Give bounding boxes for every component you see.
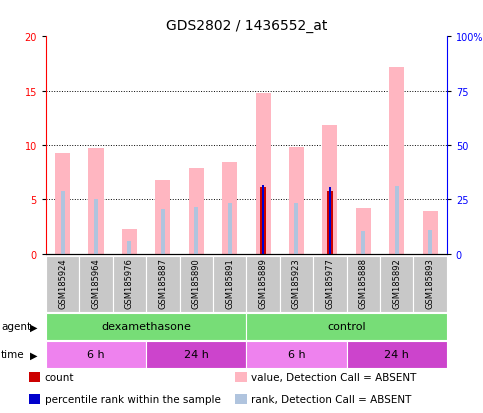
Bar	[180, 256, 213, 312]
Bar	[246, 313, 447, 340]
Bar	[389, 67, 404, 254]
Bar	[413, 256, 447, 312]
Text: GSM185890: GSM185890	[192, 258, 201, 309]
Bar	[289, 148, 304, 254]
Bar	[128, 241, 131, 254]
Text: GSM185889: GSM185889	[258, 258, 268, 309]
Bar	[235, 373, 247, 382]
Text: control: control	[327, 321, 366, 332]
Bar	[328, 188, 331, 254]
Text: GSM185924: GSM185924	[58, 258, 67, 308]
Bar	[156, 180, 170, 254]
Text: GSM185892: GSM185892	[392, 258, 401, 309]
Bar	[213, 256, 246, 312]
Text: GSM185888: GSM185888	[359, 258, 368, 309]
Bar	[356, 209, 371, 254]
Bar	[395, 187, 398, 254]
Text: GSM185964: GSM185964	[91, 258, 100, 309]
Text: 24 h: 24 h	[184, 349, 209, 360]
Bar	[189, 169, 204, 254]
Text: percentile rank within the sample: percentile rank within the sample	[45, 394, 221, 404]
Bar	[60, 191, 65, 254]
Bar	[423, 212, 438, 254]
Text: value, Detection Call = ABSENT: value, Detection Call = ABSENT	[251, 373, 417, 382]
Bar	[79, 256, 113, 312]
Bar	[46, 341, 146, 368]
Bar	[161, 209, 165, 254]
Text: GSM185976: GSM185976	[125, 258, 134, 309]
Bar	[322, 126, 337, 254]
Bar	[29, 373, 40, 382]
Text: GSM185923: GSM185923	[292, 258, 301, 309]
Text: time: time	[1, 349, 25, 360]
Text: 6 h: 6 h	[288, 349, 305, 360]
Text: GSM185887: GSM185887	[158, 258, 167, 309]
Bar	[380, 256, 413, 312]
Text: 6 h: 6 h	[87, 349, 105, 360]
Bar	[328, 191, 332, 254]
Text: dexamethasone: dexamethasone	[101, 321, 191, 332]
Bar	[55, 153, 70, 254]
Text: ▶: ▶	[30, 321, 38, 332]
Bar	[361, 231, 365, 254]
Bar	[295, 203, 298, 254]
Bar	[313, 256, 347, 312]
Text: GSM185977: GSM185977	[326, 258, 334, 309]
Text: ▶: ▶	[30, 349, 38, 360]
Bar	[256, 93, 270, 254]
Bar	[88, 149, 103, 254]
Bar	[347, 256, 380, 312]
Bar	[94, 200, 98, 254]
Text: agent: agent	[1, 321, 31, 332]
Bar	[29, 394, 40, 404]
Bar	[146, 256, 180, 312]
Bar	[280, 256, 313, 312]
Bar	[222, 163, 237, 254]
Bar	[261, 188, 265, 254]
Bar	[235, 394, 247, 404]
Text: 24 h: 24 h	[384, 349, 409, 360]
Bar	[327, 191, 333, 254]
Bar	[260, 188, 266, 254]
Bar	[46, 313, 246, 340]
Bar	[194, 207, 198, 254]
Text: GSM185891: GSM185891	[225, 258, 234, 309]
Bar	[122, 229, 137, 254]
Bar	[246, 341, 347, 368]
Bar	[113, 256, 146, 312]
Bar	[347, 341, 447, 368]
Text: GSM185893: GSM185893	[426, 258, 435, 309]
Title: GDS2802 / 1436552_at: GDS2802 / 1436552_at	[166, 19, 327, 33]
Bar	[146, 341, 246, 368]
Bar	[246, 256, 280, 312]
Text: count: count	[45, 373, 74, 382]
Bar	[46, 256, 79, 312]
Bar	[227, 203, 232, 254]
Text: rank, Detection Call = ABSENT: rank, Detection Call = ABSENT	[251, 394, 412, 404]
Bar	[428, 230, 432, 254]
Bar	[262, 186, 264, 254]
